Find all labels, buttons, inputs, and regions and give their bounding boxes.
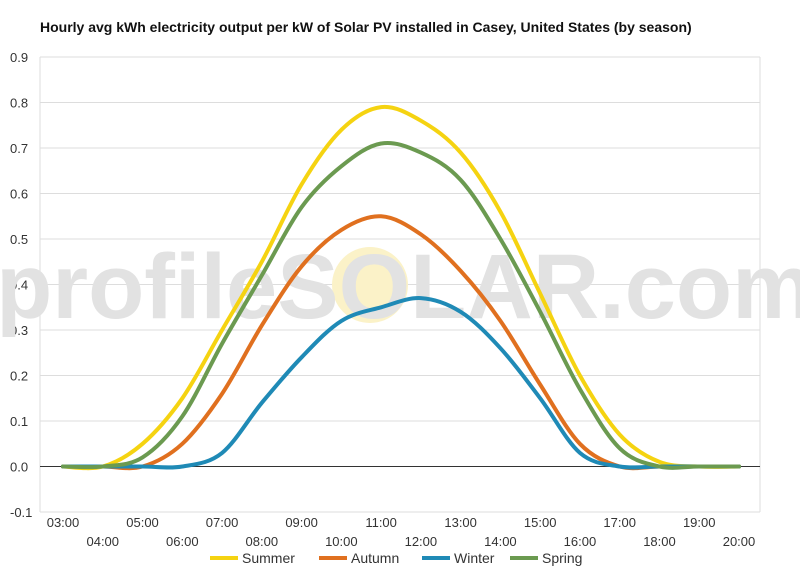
x-tick-label: 04:00 — [86, 534, 119, 549]
watermark-text: profileSOLAR.com — [0, 236, 800, 338]
legend-label-autumn: Autumn — [351, 550, 399, 566]
y-tick-label: 0.9 — [10, 50, 28, 65]
y-axis-ticks: -0.1 0.0 0.1 0.2 0.3 0.4 0.5 0.6 0.7 0.8 0.9 — [10, 50, 32, 520]
x-tick-label: 16:00 — [564, 534, 597, 549]
x-tick-label: 08:00 — [246, 534, 279, 549]
x-tick-label: 18:00 — [643, 534, 676, 549]
series-lines — [61, 104, 741, 471]
legend: Summer Autumn Winter Spring — [210, 550, 582, 566]
x-tick-label: 09:00 — [285, 515, 318, 530]
x-tick-label: 07:00 — [206, 515, 239, 530]
x-tick-label: 11:00 — [365, 515, 397, 530]
x-tick-label: 03:00 — [47, 515, 80, 530]
x-tick-label: 06:00 — [166, 534, 199, 549]
x-tick-label: 17:00 — [603, 515, 636, 530]
series-line-spring — [61, 140, 741, 470]
x-axis-ticks: 03:00 04:00 05:00 06:00 07:00 08:00 09:00 10:00… — [47, 515, 756, 549]
legend-label-spring: Spring — [542, 550, 582, 566]
x-tick-label: 10:00 — [325, 534, 358, 549]
y-tick-label: 0.7 — [10, 141, 28, 156]
x-tick-label: 15:00 — [524, 515, 557, 530]
x-tick-label: 13:00 — [444, 515, 477, 530]
watermark: profileSOLAR.com — [0, 236, 800, 338]
y-tick-label: 0.2 — [10, 369, 28, 384]
x-tick-label: 19:00 — [683, 515, 716, 530]
x-tick-label: 20:00 — [723, 534, 756, 549]
x-tick-label: 14:00 — [484, 534, 517, 549]
chart-title: Hourly avg kWh electricity output per kW… — [40, 19, 692, 35]
legend-label-winter: Winter — [454, 550, 495, 566]
x-tick-label: 05:00 — [126, 515, 159, 530]
y-tick-label: 0.4 — [10, 278, 28, 293]
y-tick-label: 0.8 — [10, 96, 28, 111]
legend-label-summer: Summer — [242, 550, 295, 566]
y-tick-label: 0.6 — [10, 187, 28, 202]
series-line-summer — [61, 104, 741, 471]
y-tick-label: 0.1 — [10, 414, 28, 429]
gridlines — [39, 56, 761, 513]
y-tick-label: -0.1 — [10, 505, 32, 520]
y-tick-label: 0.5 — [10, 232, 28, 247]
y-tick-label: 0.3 — [10, 323, 28, 338]
x-tick-label: 12:00 — [405, 534, 438, 549]
y-tick-label: 0.0 — [10, 460, 28, 475]
series-line-winter — [61, 296, 741, 470]
